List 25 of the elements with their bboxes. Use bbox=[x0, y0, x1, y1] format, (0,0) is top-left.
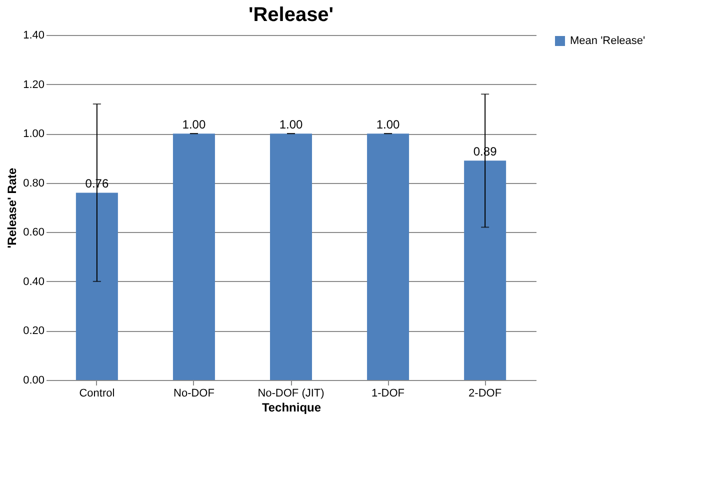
y-tick-label: 0.20 bbox=[23, 325, 44, 338]
bar bbox=[367, 134, 410, 380]
y-tick-label: 0.80 bbox=[23, 177, 44, 190]
y-tick-label: 0.60 bbox=[23, 226, 44, 239]
x-tick-label: 1-DOF bbox=[372, 388, 405, 400]
data-label: 1.00 bbox=[376, 118, 400, 132]
x-tick-label: No-DOF bbox=[173, 388, 215, 400]
y-tick-label: 1.00 bbox=[23, 128, 44, 140]
x-tick-label: 2-DOF bbox=[468, 388, 502, 400]
y-tick-label: 0.00 bbox=[23, 374, 44, 386]
bar bbox=[464, 160, 506, 380]
bar bbox=[172, 134, 215, 380]
y-tick-label: 0.40 bbox=[23, 276, 44, 288]
bar bbox=[270, 134, 312, 380]
y-tick-label: 1.20 bbox=[23, 78, 44, 91]
legend-label: Mean 'Release' bbox=[570, 35, 646, 47]
y-tick-label: 1.40 bbox=[23, 30, 44, 42]
x-tick-label: No-DOF (JIT) bbox=[258, 388, 324, 400]
chart-title: 'Release' bbox=[248, 4, 334, 26]
x-axis-title: Technique bbox=[262, 400, 322, 414]
x-tick-label: Control bbox=[79, 388, 115, 400]
y-axis-title: 'Release' Rate bbox=[5, 167, 20, 248]
bar bbox=[76, 192, 118, 380]
data-label: 1.00 bbox=[182, 118, 206, 132]
data-label: 1.00 bbox=[279, 118, 303, 132]
